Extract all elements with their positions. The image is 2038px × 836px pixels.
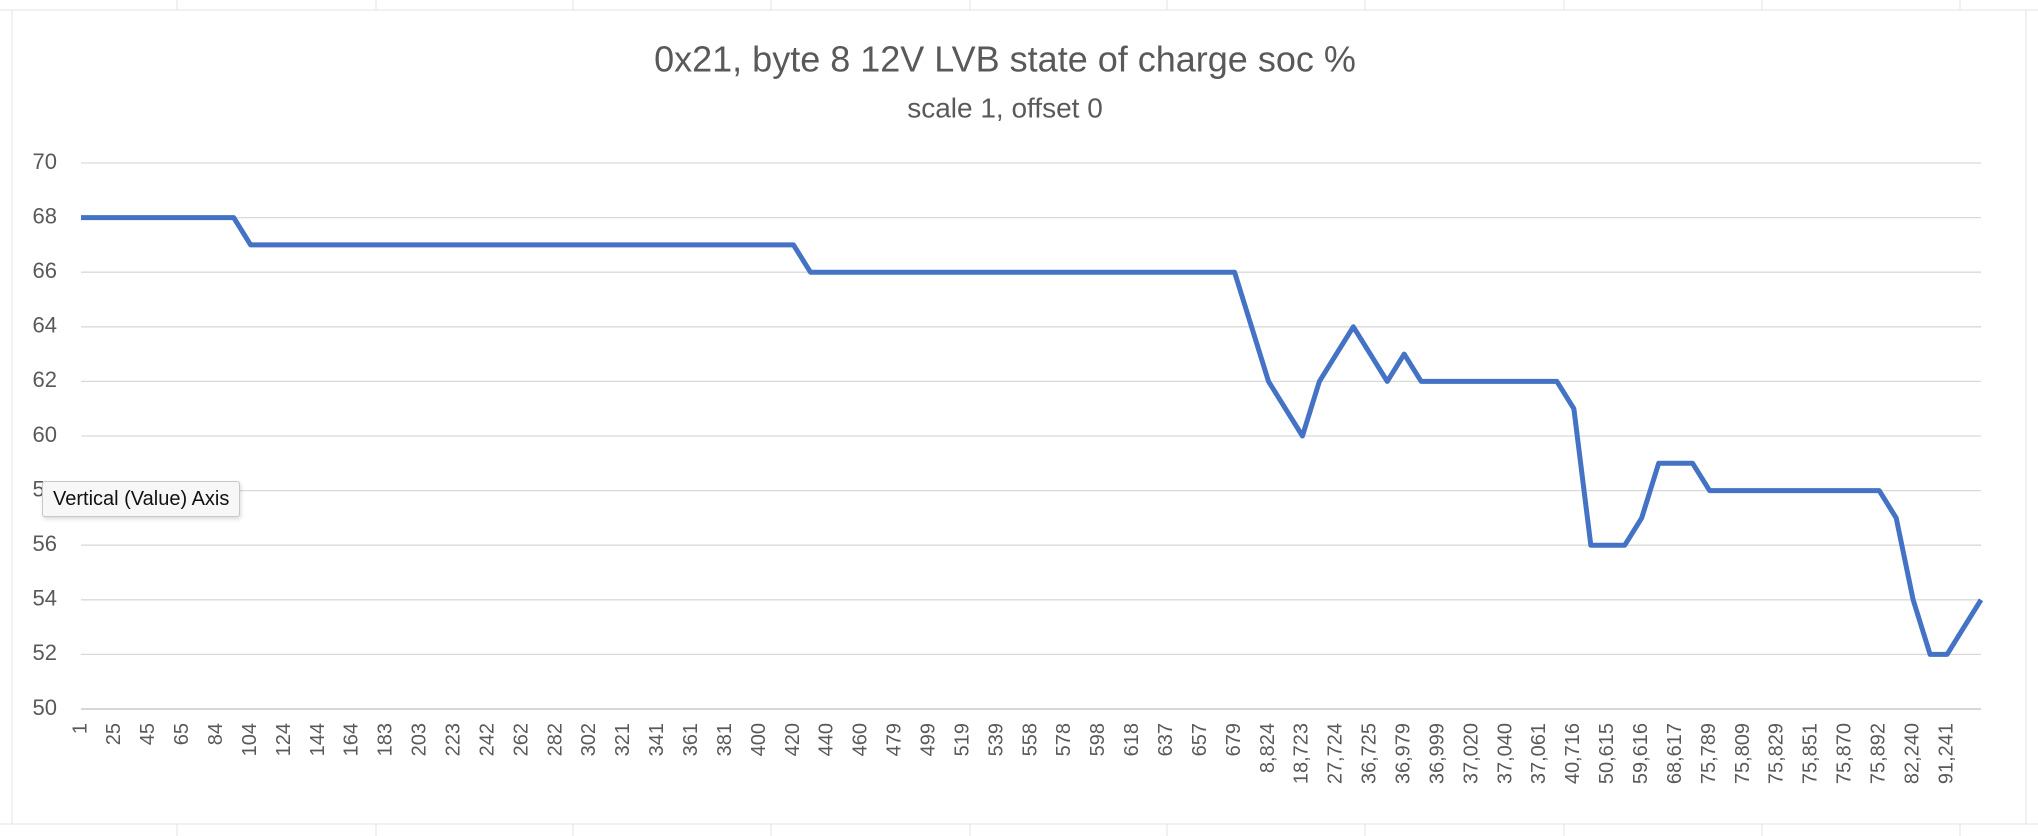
- x-tick-label: 25: [103, 723, 125, 745]
- x-tick-label: 37,040: [1494, 723, 1516, 784]
- x-tick-label: 18,723: [1291, 723, 1313, 784]
- x-tick-label: 242: [476, 723, 498, 756]
- x-tick-label: 75,870: [1834, 723, 1856, 784]
- tooltip: Vertical (Value) Axis: [42, 481, 241, 517]
- y-tick-label: 54: [33, 586, 57, 611]
- x-tick-label: 679: [1223, 723, 1245, 756]
- x-tick-label: 75,851: [1800, 723, 1822, 784]
- y-tick-label: 64: [33, 313, 57, 338]
- x-tick-label: 124: [273, 723, 295, 756]
- x-tick-label: 50,615: [1596, 723, 1618, 784]
- y-tick-label: 62: [33, 367, 57, 392]
- x-tick-label: 618: [1121, 723, 1143, 756]
- x-tick-label: 519: [951, 723, 973, 756]
- x-tick-label: 539: [985, 723, 1007, 756]
- x-tick-label: 361: [680, 723, 702, 756]
- x-tick-label: 75,789: [1698, 723, 1720, 784]
- x-tick-label: 75,892: [1867, 723, 1889, 784]
- x-tick-label: 282: [544, 723, 566, 756]
- x-tick-label: 91,241: [1935, 723, 1957, 784]
- x-tick-label: 37,020: [1460, 723, 1482, 784]
- x-tick-label: 36,725: [1359, 723, 1381, 784]
- x-tick-label: 40,716: [1562, 723, 1584, 784]
- x-tick-label: 479: [884, 723, 906, 756]
- x-tick-label: 637: [1155, 723, 1177, 756]
- y-tick-label: 56: [33, 531, 57, 556]
- x-tick-label: 558: [1019, 723, 1041, 756]
- x-tick-label: 440: [816, 723, 838, 756]
- x-tick-label: 82,240: [1901, 723, 1923, 784]
- x-tick-label: 75,829: [1766, 723, 1788, 784]
- x-tick-label: 27,724: [1325, 723, 1347, 784]
- x-tick-label: 341: [646, 723, 668, 756]
- x-tick-label: 65: [171, 723, 193, 745]
- x-tick-label: 75,809: [1732, 723, 1754, 784]
- y-tick-label: 60: [33, 422, 57, 447]
- x-tick-label: 203: [409, 723, 431, 756]
- x-tick-label: 223: [442, 723, 464, 756]
- x-tick-label: 598: [1087, 723, 1109, 756]
- x-tick-label: 8,824: [1257, 723, 1279, 773]
- x-tick-label: 104: [239, 723, 261, 756]
- x-tick-label: 400: [748, 723, 770, 756]
- data-line: [81, 215, 1984, 657]
- x-tick-label: 302: [578, 723, 600, 756]
- x-tick-label: 59,616: [1630, 723, 1652, 784]
- x-tick-label: 45: [137, 723, 159, 745]
- x-tick-label: 321: [612, 723, 634, 756]
- chart-subtitle: scale 1, offset 0: [907, 92, 1103, 123]
- y-tick-label: 50: [33, 695, 57, 720]
- x-tick-label: 164: [341, 723, 363, 756]
- y-tick-label: 68: [33, 203, 57, 228]
- x-tick-label: 84: [205, 723, 227, 745]
- x-tick-label: 381: [714, 723, 736, 756]
- x-tick-label: 460: [850, 723, 872, 756]
- chart-title: 0x21, byte 8 12V LVB state of charge soc…: [654, 39, 1356, 80]
- y-tick-label: 70: [33, 149, 57, 174]
- y-tick-label: 66: [33, 258, 57, 283]
- x-tick-label: 420: [782, 723, 804, 756]
- x-tick-label: 68,617: [1664, 723, 1686, 784]
- x-tick-label: 37,061: [1528, 723, 1550, 784]
- x-tick-label: 36,999: [1426, 723, 1448, 784]
- x-tick-label: 1: [69, 723, 91, 734]
- x-tick-label: 578: [1053, 723, 1075, 756]
- x-tick-label: 262: [510, 723, 532, 756]
- x-tick-label: 36,979: [1392, 723, 1414, 784]
- x-tick-label: 657: [1189, 723, 1211, 756]
- x-tick-label: 183: [375, 723, 397, 756]
- x-tick-label: 499: [917, 723, 939, 756]
- y-tick-label: 52: [33, 640, 57, 665]
- x-tick-label: 144: [307, 723, 329, 756]
